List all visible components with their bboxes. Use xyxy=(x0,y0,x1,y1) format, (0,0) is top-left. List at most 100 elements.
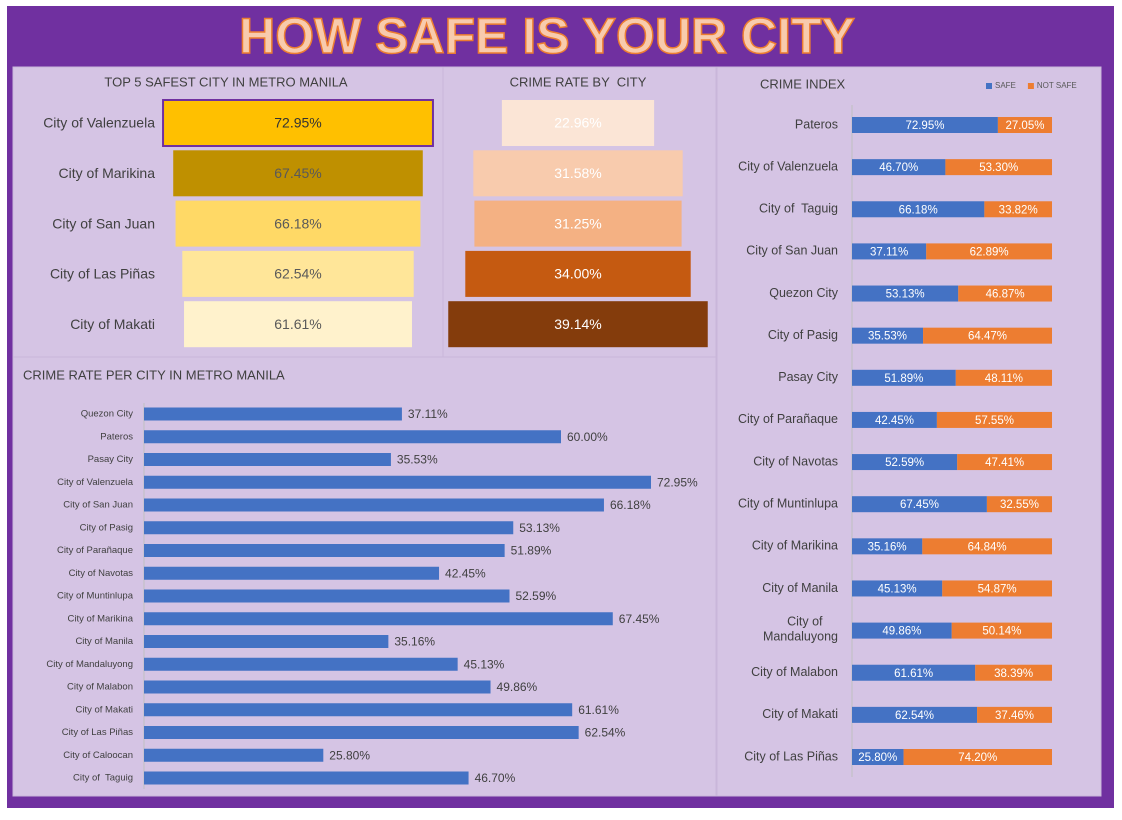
value-label: 72.95% xyxy=(657,475,698,489)
value-label: 35.53% xyxy=(868,331,907,343)
value-label: 46.87% xyxy=(986,289,1025,301)
funnel-bar xyxy=(184,301,412,348)
value-label: 62.89% xyxy=(970,246,1009,258)
category-label: City of Las Piñas xyxy=(744,749,838,763)
bar-segment xyxy=(957,454,1052,471)
value-label: 74.20% xyxy=(958,752,997,764)
value-label: 46.70% xyxy=(879,162,918,174)
value-label: 50.14% xyxy=(982,626,1021,638)
value-label: 39.14% xyxy=(554,316,601,332)
value-label: 72.95% xyxy=(274,115,321,131)
value-label: 60.00% xyxy=(567,430,608,444)
category-label: City of Valenzuela xyxy=(43,115,155,131)
funnel-bar xyxy=(501,100,655,146)
bar-segment xyxy=(936,411,1052,428)
value-label: 66.18% xyxy=(274,215,321,231)
category-label: Pasay City xyxy=(778,370,838,384)
category-label: City of Pasig xyxy=(80,522,133,533)
value-label: 46.70% xyxy=(475,771,516,785)
category-label: City of Marikina xyxy=(68,613,134,624)
category-label: City of Makati xyxy=(75,704,133,715)
category-label: City of Valenzuela xyxy=(738,159,838,173)
bar xyxy=(144,771,469,785)
value-label: 35.16% xyxy=(394,635,435,649)
bar-segment xyxy=(852,327,924,344)
bar-segment xyxy=(997,117,1052,133)
category-label: City of Caloocan xyxy=(63,750,133,761)
value-label: 72.95% xyxy=(905,120,944,132)
bar xyxy=(144,453,391,466)
bar xyxy=(144,589,510,603)
category-label: City of San Juan xyxy=(746,244,838,258)
legend-swatch xyxy=(986,83,992,89)
value-label: 37.11% xyxy=(870,246,908,258)
category-label: City of Marikina xyxy=(59,165,156,181)
funnel-bar xyxy=(465,250,691,297)
chart-title: TOP 5 SAFEST CITY IN METRO MANILA xyxy=(104,74,348,89)
category-label: City of San Juan xyxy=(63,500,133,511)
value-label: 67.45% xyxy=(619,612,660,626)
value-label: 49.86% xyxy=(497,680,538,694)
value-label: 66.18% xyxy=(610,498,651,512)
funnel-bar xyxy=(448,301,708,348)
value-label: 25.80% xyxy=(329,748,370,762)
value-label: 51.89% xyxy=(511,544,552,558)
category-label: Pateros xyxy=(100,431,133,442)
category-label: City of Manila xyxy=(762,581,838,595)
value-label: 38.39% xyxy=(994,668,1033,680)
value-label: 48.11% xyxy=(985,373,1023,385)
bar xyxy=(144,566,440,580)
bar xyxy=(144,612,613,626)
category-label: City of Manila xyxy=(75,636,133,647)
bar-segment xyxy=(852,538,923,555)
category-label: City of Las Piñas xyxy=(50,266,155,282)
legend-label: SAFE xyxy=(995,81,1016,90)
bar-segment xyxy=(945,159,1052,176)
value-label: 42.45% xyxy=(445,566,486,580)
value-label: 52.59% xyxy=(885,457,924,469)
bar-segment xyxy=(958,285,1052,302)
bar-segment xyxy=(926,243,1052,260)
legend-swatch xyxy=(1027,83,1034,89)
bar-segment xyxy=(852,496,987,513)
value-label: 47.41% xyxy=(985,457,1024,469)
bar-segment xyxy=(852,285,959,302)
category-label: Pateros xyxy=(795,117,838,131)
bar-segment xyxy=(852,369,956,386)
bar-segment xyxy=(852,664,976,681)
value-label: 45.13% xyxy=(464,657,505,671)
bar xyxy=(144,430,561,444)
value-label: 37.11% xyxy=(408,407,448,421)
bar xyxy=(144,657,458,671)
bar-segment xyxy=(986,496,1052,513)
bar-segment xyxy=(852,243,927,260)
value-label: 35.53% xyxy=(397,453,438,467)
chart-title: CRIME RATE PER CITY IN METRO MANILA xyxy=(23,367,285,382)
value-label: 61.61% xyxy=(894,668,933,680)
bar xyxy=(144,748,324,762)
category-label: City of Taguig xyxy=(759,202,838,216)
bar xyxy=(144,498,604,512)
bar-segment xyxy=(977,706,1052,723)
bar-segment xyxy=(852,159,946,176)
bar-segment xyxy=(903,749,1052,765)
value-label: 62.54% xyxy=(585,726,626,740)
value-label: 53.30% xyxy=(979,162,1018,174)
category-label: City of Taguig xyxy=(73,773,133,784)
value-label: 35.16% xyxy=(868,541,907,553)
category-label: City of Parañaque xyxy=(738,412,838,426)
bar-segment xyxy=(852,201,985,218)
bar-segment xyxy=(852,749,904,765)
bar xyxy=(144,703,573,717)
category-label: City of Makati xyxy=(762,707,838,721)
chart-title: CRIME INDEX xyxy=(760,76,846,91)
value-label: 22.96% xyxy=(554,115,601,131)
category-label: City of Parañaque xyxy=(57,545,133,556)
bar-segment xyxy=(955,369,1052,386)
bar xyxy=(144,680,491,694)
value-label: 32.55% xyxy=(1000,499,1039,511)
bar-segment xyxy=(922,538,1052,555)
category-label: City of Navotas xyxy=(69,568,134,579)
category-label: City of Valenzuela xyxy=(57,477,134,488)
